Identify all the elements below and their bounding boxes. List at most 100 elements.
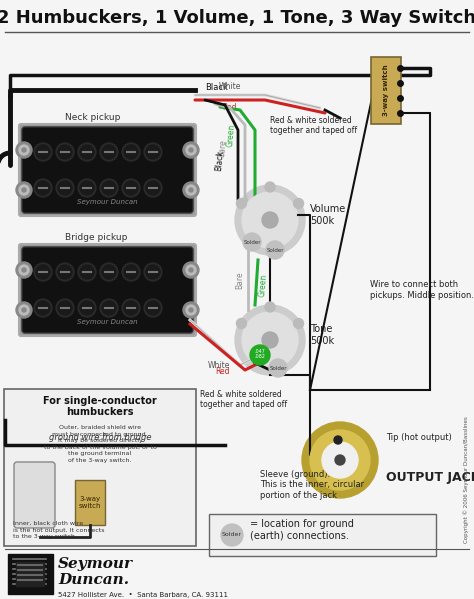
Circle shape [36,181,50,195]
Circle shape [16,302,32,318]
FancyBboxPatch shape [371,57,401,124]
Circle shape [56,263,74,281]
Text: Copyright © 2006 Seymour Duncan/Basslines: Copyright © 2006 Seymour Duncan/Bassline… [464,417,469,543]
Circle shape [235,185,305,255]
Circle shape [122,263,140,281]
Circle shape [56,179,74,197]
Text: Green: Green [258,273,269,297]
Circle shape [293,319,303,328]
Circle shape [335,455,345,465]
Circle shape [265,302,275,312]
Text: Red & white soldered
together and taped off: Red & white soldered together and taped … [200,390,287,409]
Text: Black: Black [214,149,225,171]
Circle shape [22,188,26,192]
Circle shape [302,422,378,498]
Circle shape [250,345,270,365]
Text: Solder: Solder [222,533,242,537]
Text: Tone
500k: Tone 500k [310,324,334,346]
Text: Wire to connect both
pickups. Middle position.: Wire to connect both pickups. Middle pos… [370,280,474,300]
Text: Bare: Bare [218,139,228,157]
Circle shape [34,179,52,197]
Text: Solder: Solder [266,247,284,253]
FancyBboxPatch shape [19,244,196,336]
Circle shape [80,181,94,195]
Circle shape [122,143,140,161]
Circle shape [262,212,278,228]
Circle shape [124,145,138,159]
Text: Red: Red [223,103,237,112]
Circle shape [34,263,52,281]
Circle shape [183,262,199,278]
Circle shape [19,265,29,275]
Circle shape [221,524,243,546]
Circle shape [16,182,32,198]
Bar [8,554,53,594]
Circle shape [34,143,52,161]
Circle shape [58,301,72,315]
Circle shape [186,185,196,195]
Circle shape [322,442,358,478]
Text: OUTPUT JACK: OUTPUT JACK [386,471,474,485]
Circle shape [102,145,116,159]
Circle shape [36,265,50,279]
Circle shape [80,265,94,279]
Circle shape [102,301,116,315]
Circle shape [189,188,193,192]
Circle shape [78,143,96,161]
Text: Inner, black cloth wire
is the hot output. It connects
to the 3-way switch.: Inner, black cloth wire is the hot outpu… [13,521,104,539]
Circle shape [269,359,287,377]
Circle shape [19,305,29,315]
Text: Red & white soldered
together and taped off: Red & white soldered together and taped … [270,116,357,135]
FancyBboxPatch shape [4,389,196,546]
Circle shape [243,233,261,251]
Circle shape [146,301,160,315]
Circle shape [58,145,72,159]
Text: Seymour Duncan: Seymour Duncan [77,199,138,205]
Circle shape [124,301,138,315]
Circle shape [78,299,96,317]
Circle shape [100,299,118,317]
Circle shape [186,145,196,155]
Circle shape [183,142,199,158]
Circle shape [78,263,96,281]
Text: White: White [219,82,241,91]
Circle shape [22,148,26,152]
Circle shape [293,198,303,208]
Circle shape [265,182,275,192]
Text: White: White [208,361,230,370]
Circle shape [34,299,52,317]
Circle shape [102,265,116,279]
Circle shape [36,145,50,159]
Circle shape [186,265,196,275]
Text: Duncan.: Duncan. [58,573,129,587]
Text: 2 Humbuckers, 1 Volume, 1 Tone, 3 Way Switch: 2 Humbuckers, 1 Volume, 1 Tone, 3 Way Sw… [0,9,474,27]
Circle shape [124,181,138,195]
Circle shape [80,301,94,315]
Circle shape [183,182,199,198]
Circle shape [189,148,193,152]
Circle shape [100,179,118,197]
Circle shape [242,192,298,248]
Text: 3-way switch: 3-way switch [383,65,389,116]
Text: Volume
500k: Volume 500k [310,204,346,226]
Circle shape [100,263,118,281]
Circle shape [58,181,72,195]
Circle shape [122,299,140,317]
Text: Green: Green [226,123,237,147]
Text: 5427 Hollister Ave.  •  Santa Barbara, CA. 93111: 5427 Hollister Ave. • Santa Barbara, CA.… [58,592,228,598]
Circle shape [183,302,199,318]
FancyBboxPatch shape [22,247,193,333]
FancyBboxPatch shape [19,124,196,216]
Circle shape [58,265,72,279]
Circle shape [266,241,284,259]
Text: Solder: Solder [269,365,287,371]
Circle shape [334,436,342,444]
FancyBboxPatch shape [209,514,436,556]
Text: ground wire from bridge: ground wire from bridge [49,433,151,442]
Text: For single-conductor: For single-conductor [43,396,157,406]
Text: Solder: Solder [243,240,261,244]
Circle shape [22,308,26,312]
Circle shape [237,319,246,328]
Circle shape [146,181,160,195]
Text: Bare: Bare [235,271,244,289]
